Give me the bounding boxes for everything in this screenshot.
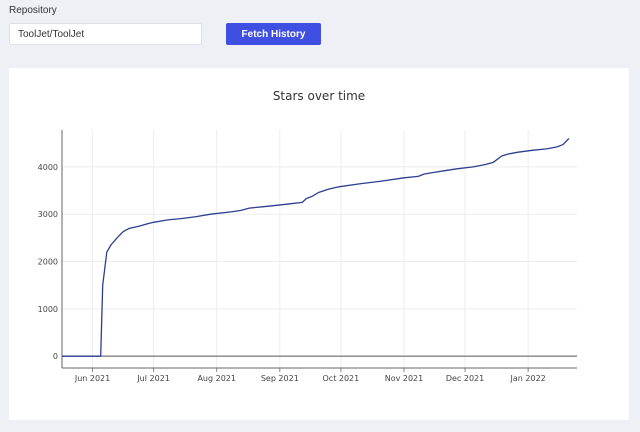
y-tick-label: 4000: [38, 163, 58, 172]
grid-layer: [62, 130, 577, 368]
x-tick-label: Aug 2021: [197, 374, 236, 383]
stars-series-line: [62, 138, 570, 357]
chart-title: Stars over time: [273, 89, 365, 103]
axis-layer: Jun 2021 Jul 2021 Aug 2021 Sep 2021 Oct 2021…: [38, 130, 577, 383]
series-layer: [62, 138, 570, 357]
fetch-history-button[interactable]: Fetch History: [226, 23, 321, 45]
x-tick-label: Oct 2021: [323, 374, 360, 383]
y-tick-label: 1000: [38, 305, 58, 314]
repository-input[interactable]: [9, 23, 202, 45]
repository-label: Repository: [9, 5, 57, 16]
chart-panel: Stars over time Jun 2021 Jul 2021 Aug 2021…: [9, 68, 629, 420]
stars-chart: Stars over time Jun 2021 Jul 2021 Aug 2021…: [38, 89, 577, 383]
x-tick-label: Sep 2021: [261, 374, 299, 383]
y-tick-label: 3000: [38, 210, 58, 219]
y-tick-label: 0: [53, 352, 58, 361]
x-tick-label: Dec 2021: [446, 374, 484, 383]
x-tick-label: Jan 2022: [510, 374, 546, 383]
y-tick-label: 2000: [38, 258, 58, 267]
x-tick-label: Jul 2021: [136, 374, 170, 383]
x-tick-label: Jun 2021: [74, 374, 110, 383]
x-tick-label: Nov 2021: [385, 374, 424, 383]
